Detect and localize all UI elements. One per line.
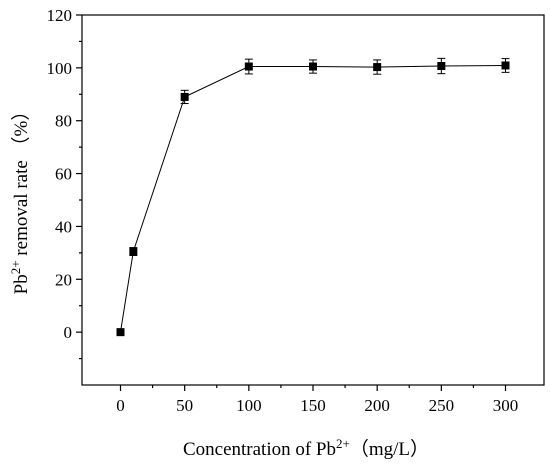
- x-tick-label-300: 300: [493, 396, 519, 415]
- y-tick-label-60: 60: [55, 165, 72, 184]
- y-tick-label-120: 120: [47, 6, 73, 25]
- data-point-2: [180, 92, 189, 101]
- data-point-0: [116, 328, 125, 337]
- x-axis-label-sup: 2+: [336, 436, 350, 451]
- y-tick-label-80: 80: [55, 112, 72, 131]
- y-tick-label-100: 100: [47, 59, 73, 78]
- x-tick-label-200: 200: [364, 396, 390, 415]
- x-axis-label-prefix: Concentration of Pb: [183, 439, 336, 460]
- y-axis-label-sup: 2+: [8, 260, 23, 274]
- x-tick-label-0: 0: [116, 396, 125, 415]
- x-axis-label-suffix: （mg/L）: [350, 438, 429, 460]
- x-axis-label: Concentration of Pb2+（mg/L）: [183, 436, 429, 461]
- x-tick-label-250: 250: [429, 396, 455, 415]
- x-tick-label-150: 150: [300, 396, 326, 415]
- y-axis-label-prefix: Pb: [11, 274, 32, 294]
- data-point-1: [129, 247, 138, 256]
- x-tick-label-50: 50: [176, 396, 193, 415]
- y-axis-label-suffix: removal rate （%）: [10, 102, 32, 261]
- y-tick-label-20: 20: [55, 270, 72, 289]
- x-tick-label-100: 100: [236, 396, 262, 415]
- y-axis-label: Pb2+ removal rate （%）: [8, 102, 33, 295]
- data-point-4: [309, 62, 317, 71]
- data-point-3: [244, 62, 253, 71]
- data-point-5: [373, 63, 382, 72]
- data-point-6: [437, 62, 446, 71]
- series: [116, 57, 510, 337]
- data-point-7: [501, 61, 510, 70]
- ticks: 0 50 100 150 200 250 300 0 20 40 60 80 100 120: [47, 6, 519, 415]
- y-tick-label-0: 0: [64, 323, 73, 342]
- series-line-0: [120, 65, 506, 333]
- y-tick-label-40: 40: [55, 217, 72, 236]
